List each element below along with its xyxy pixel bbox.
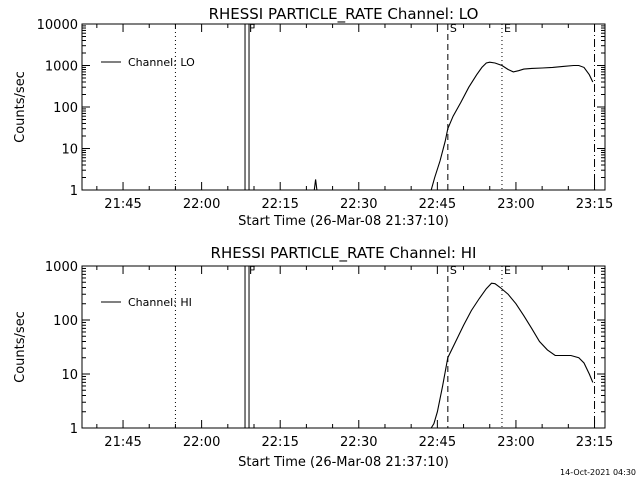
chart1-x-tick-label: 22:00 xyxy=(183,197,220,212)
chart2-title: RHESSI PARTICLE_RATE Channel: HI xyxy=(211,244,477,263)
chart1-y-tick-label: 10000 xyxy=(37,18,78,33)
chart2-y-tick-label: 1 xyxy=(70,422,78,437)
chart2-x-tick-label: 23:00 xyxy=(497,435,534,450)
chart1-y-tick-label: 100 xyxy=(53,101,78,116)
chart1-plot-frame xyxy=(81,23,606,191)
generation-timestamp: 14-Oct-2021 04:30 xyxy=(560,468,636,477)
chart1-y-tick-label: 1000 xyxy=(45,60,78,75)
chart2-x-axis-label: Start Time (26-Mar-08 21:37:10) xyxy=(238,455,449,470)
chart1-y-tick-label: 10 xyxy=(61,143,78,158)
chart2-legend-label: Channel: HI xyxy=(128,296,192,309)
chart1-marker-label: E xyxy=(504,22,511,35)
chart1-x-tick-label: 21:45 xyxy=(104,197,141,212)
chart1-x-tick-label: 22:45 xyxy=(419,197,456,212)
chart1-x-tick-label: 23:15 xyxy=(576,197,613,212)
chart2-series-line xyxy=(430,282,594,429)
chart2-x-tick-label: 21:45 xyxy=(104,435,141,450)
chart1-title: RHESSI PARTICLE_RATE Channel: LO xyxy=(209,5,479,24)
chart1-marker-label: F xyxy=(249,22,255,35)
chart2-y-tick-label: 10 xyxy=(61,368,78,383)
chart1-series-line xyxy=(430,61,594,191)
chart2-x-tick-label: 22:30 xyxy=(340,435,377,450)
chart1-legend-label: Channel: LO xyxy=(128,56,195,69)
chart1-series-line xyxy=(313,179,318,191)
chart2-marker-label: F xyxy=(249,264,255,277)
chart1-x-tick-label: 22:15 xyxy=(261,197,298,212)
chart2-y-tick-label: 1000 xyxy=(45,260,78,275)
chart2-marker-label: S xyxy=(450,264,457,277)
chart2-plot-frame xyxy=(81,265,606,429)
chart1-y-axis-label: Counts/sec xyxy=(13,71,28,143)
chart1-x-tick-label: 23:00 xyxy=(497,197,534,212)
chart2-y-tick-label: 100 xyxy=(53,314,78,329)
chart1-x-tick-label: 22:30 xyxy=(340,197,377,212)
chart1-y-tick-label: 1 xyxy=(70,184,78,199)
chart2-x-tick-label: 22:15 xyxy=(261,435,298,450)
chart2-x-tick-label: 22:00 xyxy=(183,435,220,450)
chart1-x-axis-label: Start Time (26-Mar-08 21:37:10) xyxy=(238,214,449,229)
chart2-x-tick-label: 22:45 xyxy=(419,435,456,450)
chart2-marker-label: E xyxy=(504,264,511,277)
chart2-y-axis-label: Counts/sec xyxy=(13,311,28,383)
chart1-marker-label: S xyxy=(450,22,457,35)
chart2-x-tick-label: 23:15 xyxy=(576,435,613,450)
